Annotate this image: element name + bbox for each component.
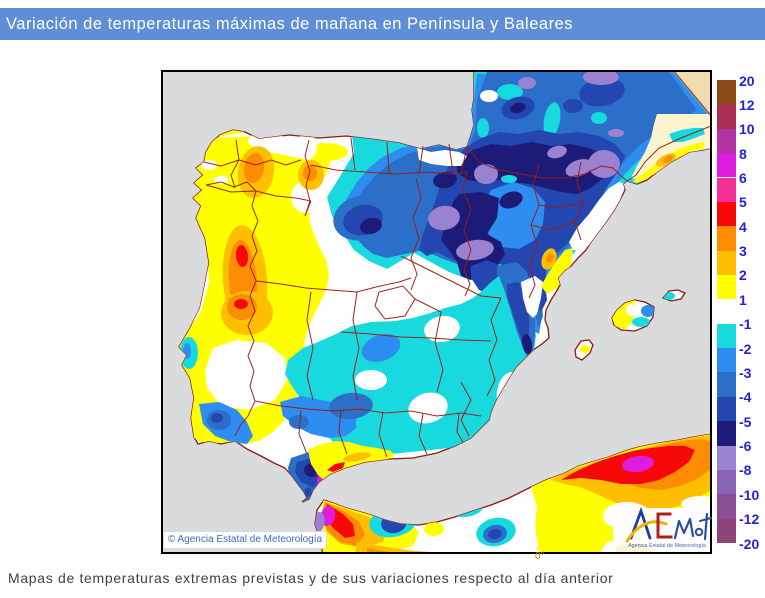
svg-text:Agencia Estatal de Meteorologí: Agencia Estatal de Meteorología: [628, 543, 706, 549]
